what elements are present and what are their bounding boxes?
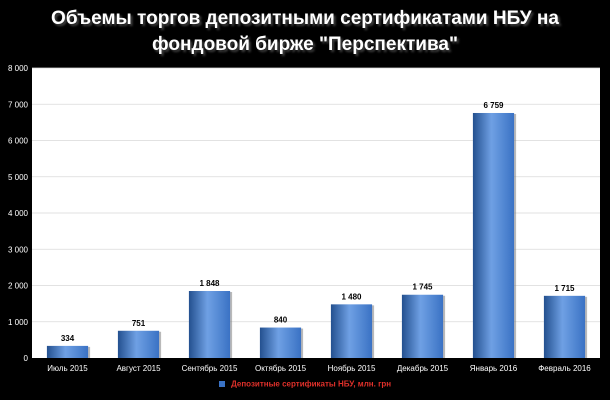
- data-label: 6 759: [483, 101, 504, 110]
- data-label: 1 745: [412, 283, 433, 292]
- y-tick-label: 8 000: [8, 64, 29, 73]
- chart-title: Объемы торгов депозитными сертификатами …: [0, 6, 610, 58]
- x-tick-label: Октябрь 2015: [255, 364, 307, 373]
- y-tick-label: 0: [24, 354, 29, 363]
- data-label: 1 480: [341, 292, 362, 301]
- y-tick-label: 7 000: [8, 100, 29, 109]
- y-tick-label: 3 000: [8, 245, 29, 254]
- y-tick-label: 2 000: [8, 282, 29, 291]
- x-tick-label: Август 2015: [116, 364, 161, 373]
- legend-label: Депозитные сертификаты НБУ, млн. грн: [231, 379, 392, 389]
- x-tick-label: Ноябрь 2015: [328, 364, 376, 373]
- x-tick-label: Январь 2016: [470, 364, 518, 373]
- bar: [472, 112, 515, 358]
- x-axis-ticks: Июль 2015 Август 2015 Сентябрь 2015 Октябрь…: [47, 364, 591, 373]
- bar: [188, 291, 231, 358]
- x-tick-label: Июль 2015: [47, 364, 88, 373]
- bar: [117, 330, 160, 358]
- bar: [259, 327, 302, 358]
- y-tick-label: 4 000: [8, 209, 29, 218]
- x-tick-label: Декабрь 2015: [397, 364, 449, 373]
- data-label: 1 848: [199, 279, 220, 288]
- data-label: 840: [274, 316, 288, 325]
- bar: [46, 345, 89, 358]
- chart-title-line-2: фондовой бирже "Перспектива": [152, 34, 458, 55]
- legend: Депозитные сертификаты НБУ, млн. грн: [0, 379, 610, 388]
- bar: [330, 304, 373, 358]
- chart-title-line-1: Объемы торгов депозитными сертификатами …: [51, 8, 559, 29]
- x-tick-label: Сентябрь 2015: [182, 364, 238, 373]
- y-tick-label: 6 000: [8, 137, 29, 146]
- y-tick-label: 5 000: [8, 173, 29, 182]
- bars: [46, 112, 588, 358]
- bar: [401, 294, 444, 358]
- legend-swatch: [218, 380, 225, 387]
- x-tick-label: Февраль 2016: [538, 364, 591, 373]
- y-axis-ticks: 0 1 000 2 000 3 000 4 000 5 000 6 000 7 000 8 00…: [8, 64, 29, 363]
- data-labels: 334 751 1 848 840 1 480 1 745 6 759 1 715: [61, 101, 575, 343]
- data-label: 1 715: [554, 284, 575, 293]
- data-label: 751: [132, 319, 146, 328]
- data-label: 334: [61, 334, 75, 343]
- y-tick-label: 1 000: [8, 318, 29, 327]
- bar: [543, 295, 586, 358]
